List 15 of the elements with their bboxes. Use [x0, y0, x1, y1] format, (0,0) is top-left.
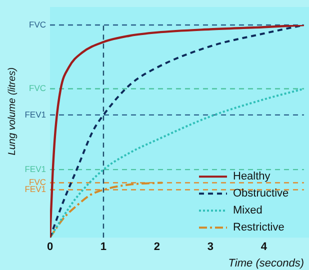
- x-tick-label: 4: [260, 241, 268, 254]
- legend-label: Mixed: [233, 204, 262, 217]
- ref-line-label: FEV1: [24, 109, 46, 120]
- x-tick-label: 1: [100, 241, 107, 254]
- x-tick-label: 3: [207, 241, 214, 254]
- x-axis-title: Time (seconds): [228, 257, 304, 270]
- legend-label: Obstructive: [233, 188, 289, 200]
- x-tick-label: 2: [154, 241, 160, 254]
- ref-line-label: FEV1: [24, 164, 46, 174]
- x-tick-label: 0: [46, 241, 54, 254]
- y-axis-title: Lung volume (litres): [6, 67, 18, 156]
- ref-line-label: FVC: [29, 83, 46, 94]
- legend-label: Healthy: [233, 170, 271, 183]
- legend-label: Restrictive: [233, 222, 284, 234]
- ref-line-label: FVC: [29, 19, 46, 30]
